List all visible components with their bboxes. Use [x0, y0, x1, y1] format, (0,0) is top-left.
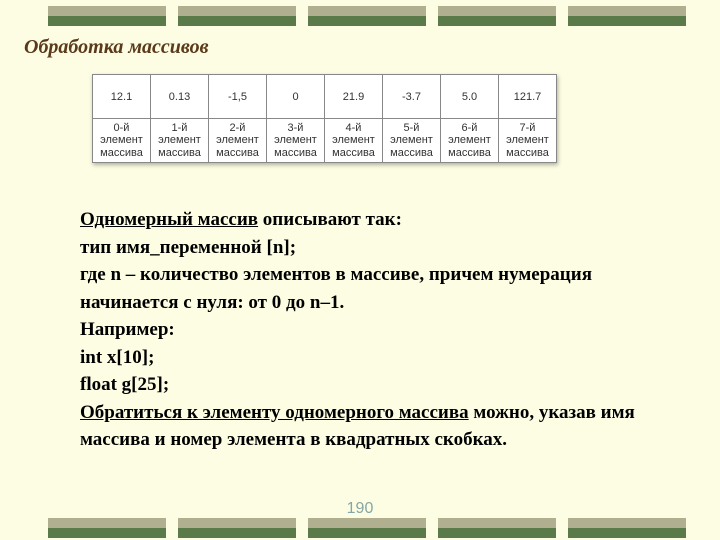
- top-decor-bar: [48, 6, 686, 26]
- page-number: 190: [347, 500, 374, 518]
- array-label-cell: 0-й элемент массива: [93, 119, 151, 163]
- array-value-cell: 12.1: [93, 75, 151, 119]
- text-span: описывают так:: [258, 209, 402, 230]
- text-explanation: где n – количество элементов в массиве, …: [80, 264, 592, 313]
- array-value-cell: 121.7: [499, 75, 557, 119]
- page-title: Обработка массивов: [24, 36, 209, 59]
- bottom-decor-bar: [48, 518, 686, 538]
- array-value-cell: -3.7: [383, 75, 441, 119]
- text-example2: float g[25];: [80, 374, 169, 395]
- array-label-cell: 3-й элемент массива: [267, 119, 325, 163]
- text-example-label: Например:: [80, 319, 175, 340]
- array-value-cell: 5.0: [441, 75, 499, 119]
- body-text: Одномерный массив описывают так: тип имя…: [80, 206, 660, 454]
- text-declaration: тип имя_переменной [n];: [80, 237, 296, 258]
- array-label-cell: 5-й элемент массива: [383, 119, 441, 163]
- array-value-cell: 21.9: [325, 75, 383, 119]
- array-labels-row: 0-й элемент массива1-й элемент массива2-…: [93, 119, 557, 163]
- array-label-cell: 2-й элемент массива: [209, 119, 267, 163]
- text-example1: int x[10];: [80, 347, 154, 368]
- array-label-cell: 4-й элемент массива: [325, 119, 383, 163]
- array-values-row: 12.10.13-1,5021.9-3.75.0121.7: [93, 75, 557, 119]
- term-1d-array: Одномерный массив: [80, 209, 258, 230]
- array-value-cell: 0.13: [151, 75, 209, 119]
- array-label-cell: 7-й элемент массива: [499, 119, 557, 163]
- array-example-table: 12.10.13-1,5021.9-3.75.0121.7 0-й элемен…: [92, 74, 557, 163]
- array-label-cell: 1-й элемент массива: [151, 119, 209, 163]
- array-label-cell: 6-й элемент массива: [441, 119, 499, 163]
- array-value-cell: -1,5: [209, 75, 267, 119]
- term-access-element: Обратиться к элементу одномерного массив…: [80, 402, 469, 423]
- array-value-cell: 0: [267, 75, 325, 119]
